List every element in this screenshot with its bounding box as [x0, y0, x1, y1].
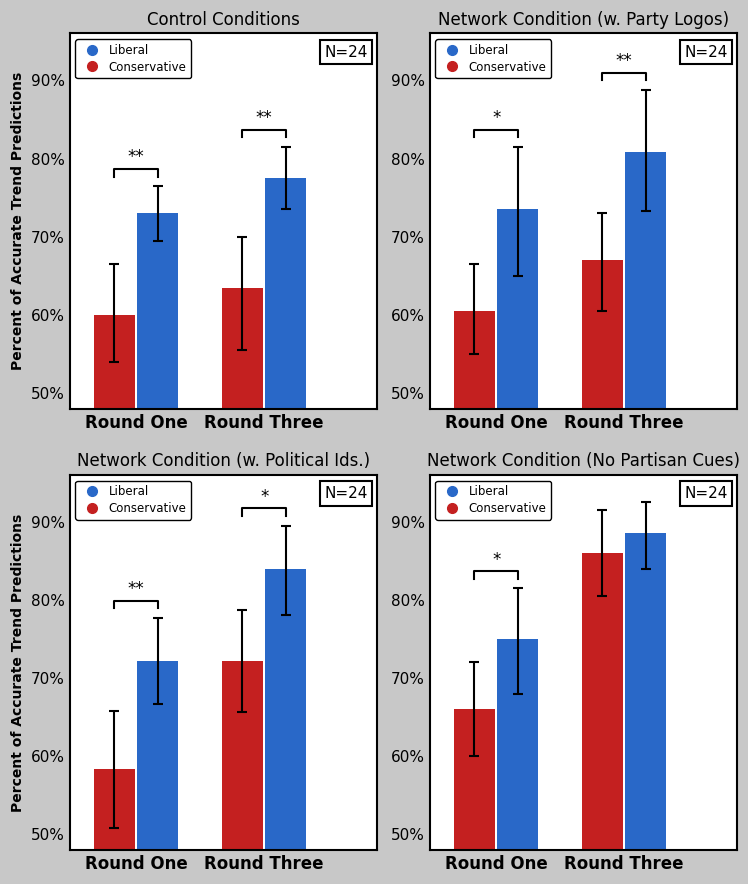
Text: *: *: [492, 551, 500, 568]
Text: N=24: N=24: [684, 486, 728, 501]
Legend: Liberal, Conservative: Liberal, Conservative: [435, 481, 551, 520]
Title: Control Conditions: Control Conditions: [147, 11, 300, 29]
Title: Network Condition (w. Political Ids.): Network Condition (w. Political Ids.): [76, 453, 370, 470]
Bar: [454, 709, 495, 884]
Text: *: *: [260, 488, 269, 506]
Y-axis label: Percent of Accurate Trend Predictions: Percent of Accurate Trend Predictions: [11, 72, 25, 370]
Bar: [497, 639, 539, 884]
Bar: [454, 311, 495, 784]
Bar: [94, 315, 135, 784]
Bar: [625, 533, 666, 884]
Legend: Liberal, Conservative: Liberal, Conservative: [76, 40, 191, 79]
Text: **: **: [128, 580, 144, 598]
Bar: [266, 568, 307, 884]
Legend: Liberal, Conservative: Liberal, Conservative: [76, 481, 191, 520]
Bar: [138, 661, 178, 884]
Title: Network Condition (No Partisan Cues): Network Condition (No Partisan Cues): [427, 453, 740, 470]
Text: **: **: [616, 52, 633, 70]
Bar: [582, 260, 623, 784]
Text: **: **: [256, 110, 272, 127]
Bar: [266, 178, 307, 784]
Text: N=24: N=24: [324, 45, 367, 60]
Bar: [94, 769, 135, 884]
Y-axis label: Percent of Accurate Trend Predictions: Percent of Accurate Trend Predictions: [11, 514, 25, 812]
Bar: [625, 152, 666, 784]
Bar: [497, 210, 539, 784]
Text: *: *: [492, 110, 500, 127]
Bar: [222, 287, 263, 784]
Text: N=24: N=24: [324, 486, 367, 501]
Bar: [138, 213, 178, 784]
Bar: [222, 661, 263, 884]
Text: **: **: [128, 149, 144, 166]
Legend: Liberal, Conservative: Liberal, Conservative: [435, 40, 551, 79]
Text: N=24: N=24: [684, 45, 728, 60]
Bar: [582, 552, 623, 884]
Title: Network Condition (w. Party Logos): Network Condition (w. Party Logos): [438, 11, 729, 29]
